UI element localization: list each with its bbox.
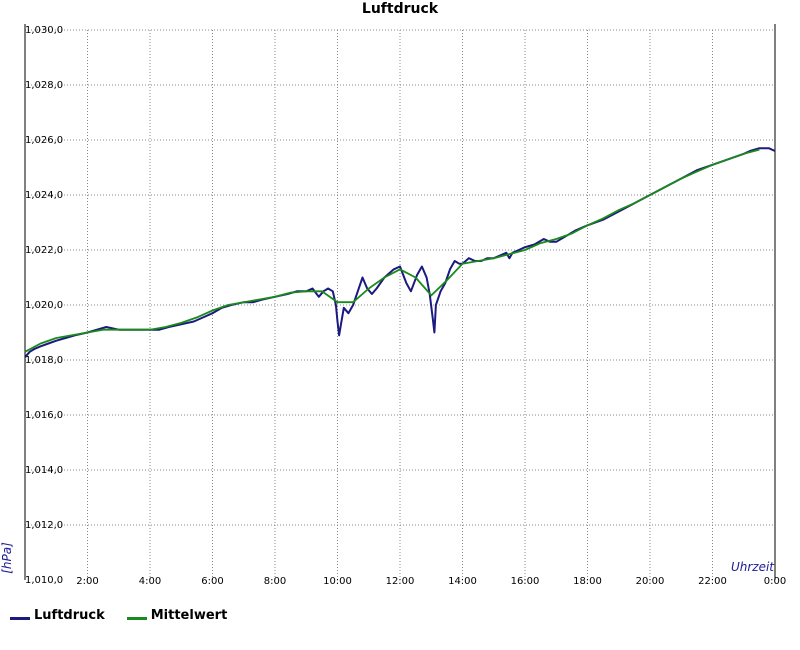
x-tick-label: 12:00 <box>386 576 415 587</box>
legend-label-mittelwert: Mittelwert <box>150 608 228 623</box>
legend-label-luftdruck: Luftdruck <box>34 608 105 623</box>
legend: Luftdruck Mittelwert <box>10 608 227 623</box>
y-tick-label: 1,018,0 <box>25 355 63 366</box>
chart-title: Luftdruck <box>362 1 439 17</box>
x-tick-label: 16:00 <box>511 576 540 587</box>
x-tick-label: 2:00 <box>76 576 98 587</box>
legend-item-mittelwert: Mittelwert <box>126 608 228 623</box>
y-tick-label: 1,028,0 <box>25 80 63 91</box>
legend-item-luftdruck: Luftdruck <box>10 608 105 623</box>
x-tick-label: 14:00 <box>448 576 477 587</box>
x-tick-label: 20:00 <box>636 576 665 587</box>
chart: Luftdruck 1,010,01,012,01,014,01,016,01,… <box>0 1 786 587</box>
x-tick-label: 8:00 <box>264 576 286 587</box>
y-tick-label: 1,022,0 <box>25 245 63 256</box>
y-tick-label: 1,010,0 <box>25 575 63 586</box>
x-axis-label: Uhrzeit <box>731 560 775 574</box>
legend-swatch-mittelwert <box>126 617 147 620</box>
series-lines <box>24 147 776 358</box>
legend-swatch-luftdruck <box>10 617 30 620</box>
y-tick-label: 1,012,0 <box>25 520 63 531</box>
grid <box>25 29 776 580</box>
y-tick-label: 1,014,0 <box>25 465 63 476</box>
y-axis-label: [hPa] <box>0 542 14 574</box>
y-tick-label: 1,016,0 <box>25 410 63 421</box>
x-tick-label: 22:00 <box>698 576 727 587</box>
y-tick-label: 1,030,0 <box>25 25 63 36</box>
tick-labels: 1,010,0 1,012,0 1,014,0 1,016,0 1,018,0 1,020… <box>25 25 786 587</box>
x-tick-label: 6:00 <box>201 576 223 587</box>
x-tick-label: 18:00 <box>573 576 602 587</box>
x-tick-label: 0:00 <box>764 576 786 587</box>
y-tick-label: 1,020,0 <box>25 300 63 311</box>
x-tick-label: 4:00 <box>139 576 161 587</box>
series-line-mittelwert <box>24 148 760 353</box>
y-tick-label: 1,024,0 <box>25 190 63 201</box>
y-tick-label: 1,026,0 <box>25 135 63 146</box>
x-tick-label: 10:00 <box>323 576 352 587</box>
axes <box>24 24 776 580</box>
